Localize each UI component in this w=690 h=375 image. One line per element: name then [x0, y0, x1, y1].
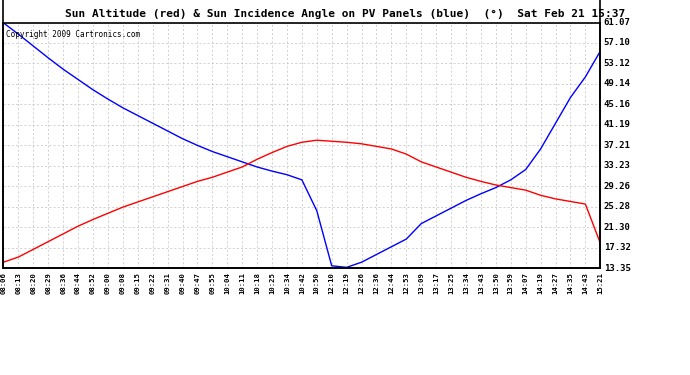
- Text: 13:59: 13:59: [508, 272, 514, 294]
- Text: 37.21: 37.21: [604, 141, 631, 150]
- Text: 14:35: 14:35: [567, 272, 573, 294]
- Text: 10:42: 10:42: [299, 272, 305, 294]
- Text: 08:44: 08:44: [75, 272, 81, 294]
- Text: 09:22: 09:22: [150, 272, 156, 294]
- Text: 09:15: 09:15: [135, 272, 141, 294]
- Text: Copyright 2009 Cartronics.com: Copyright 2009 Cartronics.com: [6, 30, 141, 39]
- Text: 13:09: 13:09: [418, 272, 424, 294]
- Text: 08:20: 08:20: [30, 272, 37, 294]
- Text: 49.14: 49.14: [604, 80, 631, 88]
- Text: 12:10: 12:10: [328, 272, 335, 294]
- Text: 10:25: 10:25: [269, 272, 275, 294]
- Text: 08:36: 08:36: [60, 272, 66, 294]
- Text: 10:04: 10:04: [224, 272, 230, 294]
- Text: 09:40: 09:40: [179, 272, 186, 294]
- Text: 17.32: 17.32: [604, 243, 631, 252]
- Text: 21.30: 21.30: [604, 223, 631, 232]
- Text: 10:18: 10:18: [254, 272, 260, 294]
- Text: 13:17: 13:17: [433, 272, 439, 294]
- Text: 08:29: 08:29: [46, 272, 51, 294]
- Text: 12:53: 12:53: [404, 272, 409, 294]
- Text: 14:19: 14:19: [538, 272, 544, 294]
- Text: 09:47: 09:47: [195, 272, 200, 294]
- Text: 33.23: 33.23: [604, 161, 631, 170]
- Text: 13:34: 13:34: [463, 272, 469, 294]
- Text: 41.19: 41.19: [604, 120, 631, 129]
- Text: 57.10: 57.10: [604, 38, 631, 47]
- Text: 09:31: 09:31: [165, 272, 170, 294]
- Text: 10:11: 10:11: [239, 272, 245, 294]
- Text: 61.07: 61.07: [604, 18, 631, 27]
- Text: 13.35: 13.35: [604, 264, 631, 273]
- Text: 14:07: 14:07: [523, 272, 529, 294]
- Text: 10:50: 10:50: [314, 272, 319, 294]
- Text: 13:43: 13:43: [478, 272, 484, 294]
- Text: 09:00: 09:00: [105, 272, 111, 294]
- Text: 12:19: 12:19: [344, 272, 350, 294]
- Text: 13:25: 13:25: [448, 272, 454, 294]
- Text: 10:34: 10:34: [284, 272, 290, 294]
- Text: 14:27: 14:27: [553, 272, 558, 294]
- Text: 14:43: 14:43: [582, 272, 589, 294]
- Text: Sun Altitude (red) & Sun Incidence Angle on PV Panels (blue)  (°)  Sat Feb 21 15: Sun Altitude (red) & Sun Incidence Angle…: [65, 9, 625, 20]
- Text: 12:36: 12:36: [373, 272, 380, 294]
- Text: 12:26: 12:26: [359, 272, 364, 294]
- Text: 08:52: 08:52: [90, 272, 96, 294]
- Text: 09:08: 09:08: [120, 272, 126, 294]
- Text: 09:55: 09:55: [209, 272, 215, 294]
- Text: 12:44: 12:44: [388, 272, 395, 294]
- Text: 25.28: 25.28: [604, 202, 631, 211]
- Text: 53.12: 53.12: [604, 59, 631, 68]
- Text: 45.16: 45.16: [604, 100, 631, 109]
- Text: 08:06: 08:06: [1, 272, 6, 294]
- Text: 08:13: 08:13: [15, 272, 21, 294]
- Text: 29.26: 29.26: [604, 182, 631, 191]
- Text: 13:50: 13:50: [493, 272, 499, 294]
- Text: 15:21: 15:21: [598, 272, 603, 294]
